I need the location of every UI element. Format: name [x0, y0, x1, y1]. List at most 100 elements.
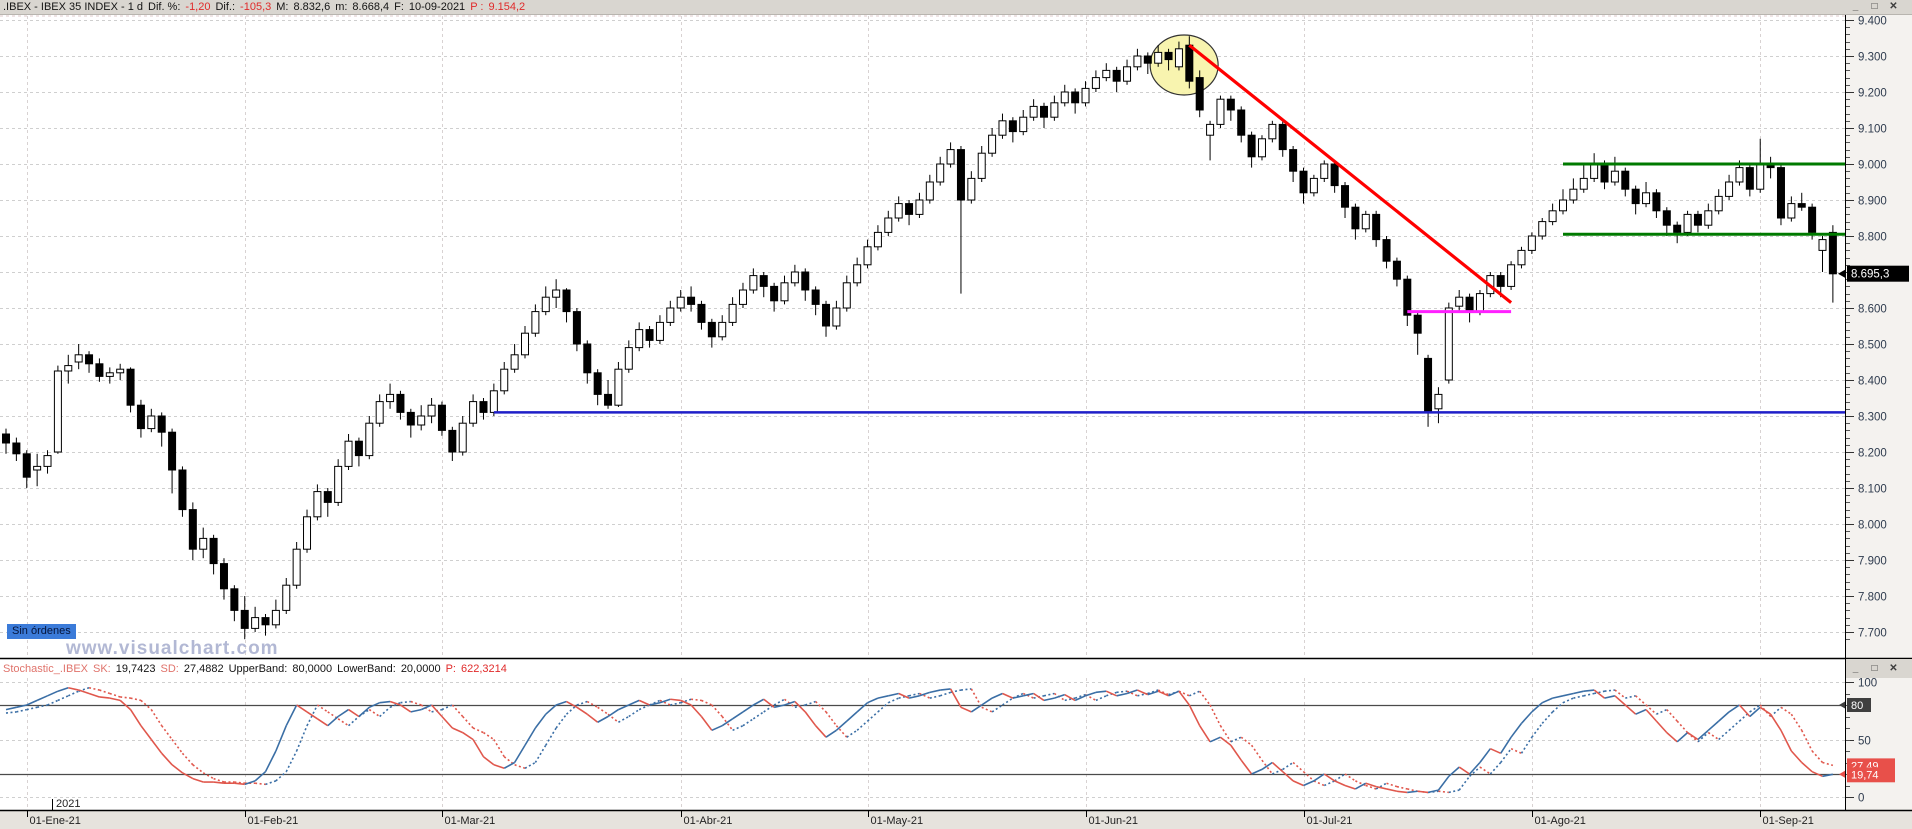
- stochastic-sk-line: [254, 771, 267, 782]
- stochastic-sd-line: [130, 697, 142, 702]
- candle-body: [780, 282, 789, 302]
- stochastic-sk-line: [1655, 720, 1668, 734]
- date-axis-label: 01-Sep-21: [1763, 815, 1814, 827]
- candle-body: [53, 370, 62, 453]
- stochastic-sk-line: [1313, 773, 1325, 782]
- stochastic-sk-line: [1749, 706, 1761, 718]
- stochastic-sk-line: [1168, 690, 1180, 697]
- title-field: 10-09-2021: [408, 1, 466, 13]
- stochastic-sk-line: [815, 725, 827, 738]
- candle-body: [1206, 123, 1215, 136]
- stochastic-sd-line: [1666, 709, 1678, 722]
- stochastic-sk-line: [545, 704, 557, 715]
- stochastic-sk-line: [1687, 731, 1699, 741]
- stochastic-sk-line: [1573, 690, 1584, 695]
- title-field: Dif. %:: [148, 1, 181, 13]
- candle-body: [521, 332, 529, 356]
- stochastic-sd-line: [1178, 690, 1190, 697]
- candle-body: [718, 321, 727, 338]
- stochastic-sk-line: [1510, 722, 1523, 738]
- candle-body: [749, 275, 758, 291]
- stochastic-sk-line: [1468, 761, 1481, 775]
- stochastic-sd-line: [1188, 690, 1201, 697]
- price-axis-background: [1846, 15, 1912, 829]
- stochastic-sd-line: [1137, 692, 1148, 697]
- stochastic-sk-line: [991, 692, 1003, 699]
- candle-body: [1382, 239, 1391, 262]
- minimize-icon[interactable]: _: [1852, 1, 1859, 12]
- title-field: 8.832,6: [293, 1, 331, 13]
- stochastic-sd-line: [1614, 689, 1626, 699]
- stochastic-sk-line: [234, 782, 245, 786]
- stochastic-sd-line: [991, 704, 1003, 713]
- price-axis-label: 9.100: [1858, 124, 1887, 136]
- stochastic-sk-line: [503, 761, 516, 769]
- stochastic-sk-line: [1614, 695, 1626, 706]
- stochastic-sk-line: [88, 692, 100, 698]
- candle-body: [1714, 195, 1723, 212]
- candle-body: [1569, 188, 1578, 201]
- stochastic-sk-line: [513, 744, 526, 763]
- stochastic-sk-line: [659, 698, 671, 704]
- candle-body: [905, 203, 914, 215]
- stochastic-sd-line: [628, 708, 640, 718]
- stochastic-sd-line: [1219, 725, 1232, 743]
- stochastic-header-field: UpperBand:: [228, 663, 288, 675]
- title-field: P :: [470, 1, 484, 13]
- candle-body: [489, 390, 498, 413]
- stochastic-sd-line: [1738, 711, 1751, 722]
- candle-body: [1444, 307, 1453, 381]
- stochastic-sk-line: [389, 700, 401, 706]
- stochastic-sd-line: [877, 702, 889, 713]
- candle-body: [853, 264, 862, 284]
- stochastic-sd-line: [358, 708, 370, 718]
- stochastic-sk-line: [1448, 766, 1460, 777]
- stochastic-sk-line: [348, 708, 360, 718]
- price-axis-label: 7.700: [1858, 628, 1887, 640]
- stochastic-sk-line: [970, 704, 983, 713]
- price-axis-label: 9.200: [1858, 88, 1887, 100]
- title-field: m:: [335, 1, 348, 13]
- stochastic-sd-line: [898, 695, 910, 699]
- orders-badge[interactable]: Sin órdenes: [7, 624, 76, 639]
- stochastic-sd-line: [1438, 790, 1449, 794]
- stochastic-sk-badge-label: 19,74: [1851, 769, 1879, 781]
- candle-body: [925, 181, 934, 201]
- stochastic-sk-line: [867, 697, 879, 704]
- stochastic-sd-line: [514, 764, 526, 770]
- candle-body: [1289, 149, 1298, 172]
- candle-body: [946, 149, 955, 165]
- stochastic-header-field: SK:: [93, 663, 111, 675]
- stochastic-sk-line: [618, 704, 630, 711]
- maximize-icon[interactable]: □: [1871, 1, 1878, 12]
- price-axis-label: 8.100: [1858, 484, 1887, 496]
- maximize-icon[interactable]: □: [1871, 663, 1878, 674]
- candle-body: [1527, 235, 1536, 251]
- stochastic-sd-line: [1396, 785, 1408, 790]
- candle-body: [1019, 116, 1028, 133]
- stochastic-sd-line: [1489, 761, 1502, 775]
- price-axis-label: 8.600: [1858, 304, 1887, 316]
- stochastic-sd-line: [555, 713, 568, 729]
- stochastic-sk-line: [140, 725, 152, 740]
- candle-body: [873, 231, 882, 248]
- close-icon[interactable]: ✕: [1889, 663, 1898, 674]
- stochastic-sd-line: [109, 692, 121, 698]
- stochastic-sk-line: [597, 715, 609, 723]
- candle-body: [427, 404, 436, 417]
- stochastic-sk-line: [1126, 689, 1138, 695]
- stochastic-sk-line: [1334, 780, 1346, 787]
- minimize-icon[interactable]: _: [1852, 663, 1859, 674]
- candle-body: [458, 422, 467, 453]
- stochastic-sd-line: [1583, 692, 1595, 697]
- candle-body: [1040, 105, 1048, 118]
- stochastic-sd-line: [1749, 704, 1761, 713]
- candle-body: [219, 563, 228, 590]
- stochastic-sk-line: [700, 716, 713, 731]
- candle-body: [85, 354, 94, 365]
- stochastic-axis-label: 50: [1858, 736, 1871, 748]
- stochastic-sd-line: [1375, 782, 1387, 790]
- title-field: -105,3: [240, 1, 272, 13]
- close-icon[interactable]: ✕: [1889, 1, 1898, 12]
- title-field: F:: [394, 1, 404, 13]
